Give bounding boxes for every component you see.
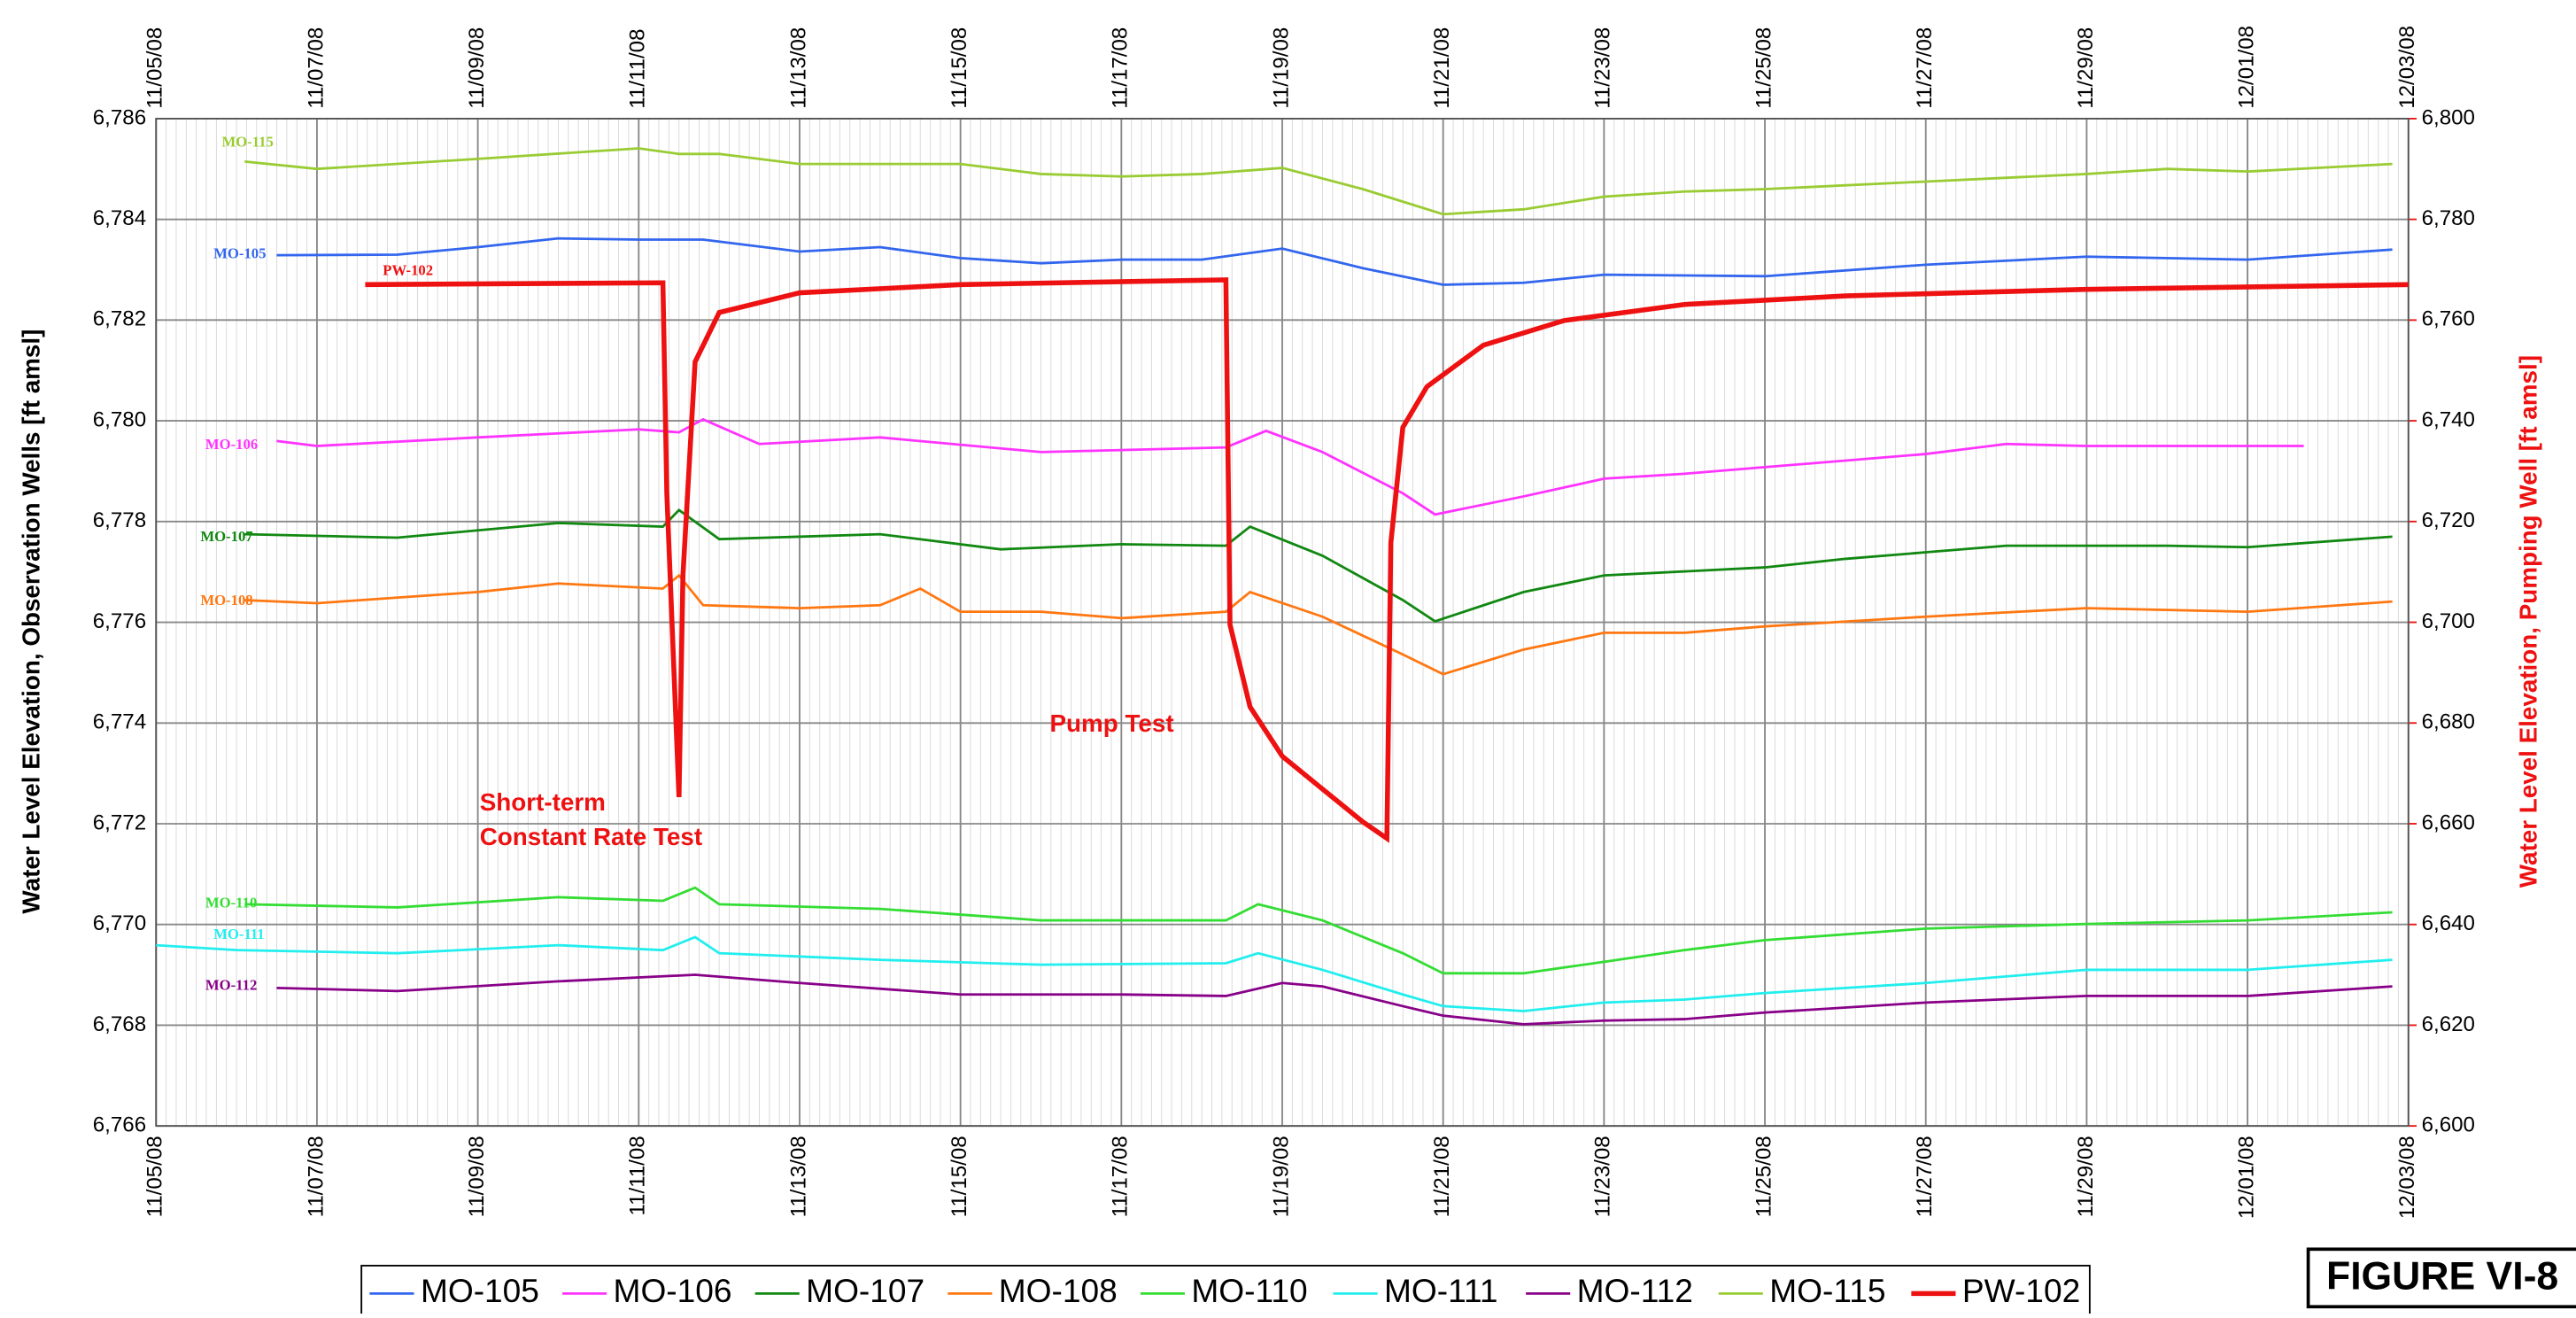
- series-label: PW-102: [383, 261, 433, 278]
- y2-tick-label: 6,780: [2422, 206, 2475, 230]
- series-line: [276, 236, 2393, 286]
- legend-box: [360, 1264, 2091, 1316]
- x-tick-label: 11/29/08: [2074, 1136, 2098, 1217]
- x-tick-label: 11/09/08: [465, 1136, 489, 1217]
- y-tick-label: 6,782: [93, 307, 146, 331]
- y2-tick-label: 6,680: [2422, 710, 2475, 734]
- x-tick-label-top: 11/07/08: [304, 27, 328, 109]
- x-tick-label-top: 11/05/08: [143, 27, 167, 109]
- series-line: [244, 573, 2393, 676]
- x-tick-label: 12/03/08: [2395, 1136, 2419, 1219]
- legend-label: MO-107: [806, 1272, 924, 1309]
- x-tick-label-top: 11/19/08: [1269, 27, 1293, 109]
- annotation: Pump Test: [1049, 709, 1173, 737]
- y2-tick-label: 6,700: [2422, 609, 2475, 633]
- x-tick-label-top: 11/11/08: [626, 28, 650, 108]
- y2-tick-label: 6,620: [2422, 1012, 2475, 1036]
- legend-label: MO-112: [1577, 1272, 1693, 1309]
- x-tick-label: 11/27/08: [1913, 1136, 1937, 1217]
- y2-tick-label: 6,740: [2422, 407, 2475, 431]
- figure-label: FIGURE VI-8: [2326, 1254, 2558, 1298]
- plot-border: [155, 117, 2410, 1128]
- y2-tick-label: 6,660: [2422, 810, 2475, 834]
- y2-tick-label: 6,720: [2422, 508, 2475, 532]
- series-line: [244, 147, 2393, 216]
- y-tick-label: 6,772: [93, 810, 146, 834]
- x-tick-label-top: 11/29/08: [2074, 27, 2098, 109]
- x-tick-label-top: 11/27/08: [1913, 27, 1937, 109]
- x-tick-label-top: 11/13/08: [786, 27, 810, 109]
- figure-box: [2306, 1247, 2576, 1309]
- x-tick-label-top: 11/09/08: [465, 27, 489, 109]
- y2-tick-label: 6,600: [2422, 1113, 2475, 1137]
- x-tick-label: 11/07/08: [304, 1136, 328, 1217]
- series-line: [276, 973, 2393, 1026]
- legend-label: MO-111: [1384, 1272, 1498, 1309]
- x-tick-label-top: 11/25/08: [1752, 27, 1775, 109]
- series-label: MO-106: [205, 436, 258, 453]
- legend-label: PW-102: [1962, 1272, 2080, 1309]
- y2-tick-label: 6,640: [2422, 911, 2475, 935]
- x-tick-label-top: 11/23/08: [1591, 27, 1615, 109]
- series-line: [365, 277, 2409, 843]
- x-tick-label-top: 11/21/08: [1430, 27, 1454, 109]
- legend-label: MO-105: [421, 1272, 539, 1309]
- annotation: Constant Rate Test: [480, 823, 702, 850]
- legend-label: MO-115: [1769, 1272, 1885, 1309]
- series-label: MO-111: [213, 926, 264, 942]
- series-line: [276, 417, 2304, 516]
- legend-label: MO-108: [999, 1272, 1118, 1309]
- y-axis-label: Water Level Elevation, Observation Wells…: [17, 330, 44, 914]
- y-tick-label: 6,778: [93, 508, 146, 532]
- series-label: MO-107: [200, 528, 252, 545]
- y2-tick-label: 6,760: [2422, 307, 2475, 331]
- series-label: MO-110: [205, 895, 257, 911]
- x-tick-label: 11/13/08: [786, 1136, 810, 1217]
- x-tick-label: 12/01/08: [2234, 1136, 2258, 1219]
- y-tick-label: 6,780: [93, 407, 146, 431]
- y-tick-label: 6,784: [93, 206, 146, 230]
- y-tick-label: 6,774: [93, 710, 146, 734]
- y-tick-label: 6,770: [93, 911, 146, 935]
- x-tick-label: 11/05/08: [143, 1136, 167, 1217]
- series-label: MO-108: [200, 592, 252, 609]
- legend-label: MO-106: [614, 1272, 732, 1309]
- y2-axis-label: Water Level Elevation, Pumping Well [ft …: [2514, 355, 2541, 888]
- series-label: MO-112: [205, 976, 257, 993]
- x-tick-label-top: 12/03/08: [2395, 26, 2419, 109]
- legend-label: MO-110: [1191, 1272, 1307, 1309]
- series-label: MO-105: [213, 245, 266, 262]
- y-tick-label: 6,766: [93, 1113, 146, 1137]
- series-line: [244, 508, 2393, 623]
- y-tick-label: 6,776: [93, 609, 146, 633]
- y-tick-label: 6,768: [93, 1012, 146, 1036]
- x-tick-label: 11/19/08: [1269, 1136, 1293, 1217]
- series-line: [156, 935, 2393, 1012]
- x-tick-label: 11/21/08: [1430, 1136, 1454, 1217]
- x-tick-label: 11/15/08: [948, 1136, 971, 1217]
- x-tick-label-top: 11/15/08: [948, 27, 971, 109]
- series-line: [244, 886, 2393, 975]
- annotation: Short-term: [480, 788, 606, 816]
- x-tick-label: 11/23/08: [1591, 1136, 1615, 1217]
- y2-tick-label: 6,800: [2422, 105, 2475, 129]
- x-tick-label-top: 12/01/08: [2234, 26, 2258, 109]
- x-tick-label: 11/11/08: [626, 1136, 650, 1215]
- y-tick-label: 6,786: [93, 105, 146, 129]
- x-tick-label-top: 11/17/08: [1109, 27, 1133, 109]
- series-label: MO-115: [221, 134, 273, 151]
- x-tick-label: 11/17/08: [1109, 1136, 1133, 1217]
- x-tick-label: 11/25/08: [1752, 1136, 1775, 1217]
